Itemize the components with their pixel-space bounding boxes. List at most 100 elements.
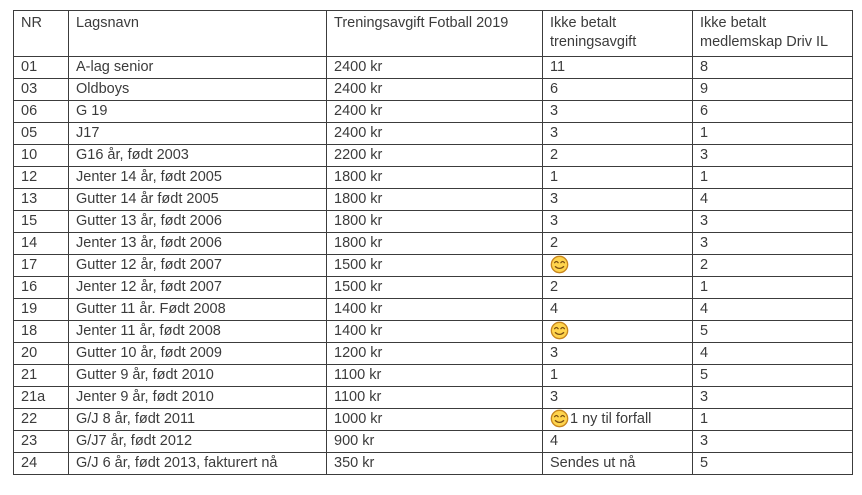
- cell-lagsnavn: Gutter 14 år født 2005: [68, 188, 327, 211]
- cell-ikke-betalt-treningsavgift: [542, 320, 693, 343]
- table-row: 19 Gutter 11 år. Født 2008 1400 kr 4 4: [13, 298, 853, 321]
- cell-nr: 05: [13, 122, 69, 145]
- fees-table: NR Lagsnavn Treningsavgift Fotball 2019 …: [13, 10, 853, 475]
- table-row: 12 Jenter 14 år, født 2005 1800 kr 1 1: [13, 166, 853, 189]
- cell-lagsnavn: Jenter 12 år, født 2007: [68, 276, 327, 299]
- cell-ikke-betalt-treningsavgift: 3: [542, 188, 693, 211]
- table-row: 03 Oldboys 2400 kr 6 9: [13, 78, 853, 101]
- cell-treningsavgift: 1000 kr: [326, 408, 543, 431]
- cell-nr: 20: [13, 342, 69, 365]
- cell-nr: 21: [13, 364, 69, 387]
- cell-lagsnavn: Gutter 9 år, født 2010: [68, 364, 327, 387]
- cell-ikke-betalt-medlemskap: 4: [692, 188, 853, 211]
- cell-ikke-betalt-treningsavgift: 3: [542, 342, 693, 365]
- cell-lagsnavn: G/J 8 år, født 2011: [68, 408, 327, 431]
- cell-nr: 22: [13, 408, 69, 431]
- cell-ikke-betalt-treningsavgift: [542, 254, 693, 277]
- table-row: 13 Gutter 14 år født 2005 1800 kr 3 4: [13, 188, 853, 211]
- cell-ikke-betalt-medlemskap: 3: [692, 210, 853, 233]
- cell-treningsavgift: 2400 kr: [326, 78, 543, 101]
- cell-nr: 15: [13, 210, 69, 233]
- cell-treningsavgift: 900 kr: [326, 430, 543, 453]
- table-row: 16 Jenter 12 år, født 2007 1500 kr 2 1: [13, 276, 853, 299]
- table-row: 01 A-lag senior 2400 kr 11 8: [13, 56, 853, 79]
- cell-nr: 18: [13, 320, 69, 343]
- cell-treningsavgift: 1100 kr: [326, 364, 543, 387]
- cell-treningsavgift: 2400 kr: [326, 56, 543, 79]
- cell-ikke-betalt-treningsavgift: 3: [542, 100, 693, 123]
- cell-ikke-betalt-medlemskap: 4: [692, 342, 853, 365]
- cell-ikke-betalt-medlemskap: 5: [692, 452, 853, 475]
- cell-treningsavgift: 1500 kr: [326, 276, 543, 299]
- cell-lagsnavn: Gutter 12 år, født 2007: [68, 254, 327, 277]
- cell-ikke-betalt-treningsavgift: 1: [542, 364, 693, 387]
- cell-ikke-betalt-medlemskap: 8: [692, 56, 853, 79]
- cell-ikke-betalt-medlemskap: 3: [692, 232, 853, 255]
- cell-nr: 16: [13, 276, 69, 299]
- cell-lagsnavn: Jenter 11 år, født 2008: [68, 320, 327, 343]
- table-row: 23 G/J7 år, født 2012 900 kr 4 3: [13, 430, 853, 453]
- cell-ikke-betalt-treningsavgift: 2: [542, 144, 693, 167]
- cell-ikke-betalt-medlemskap: 1: [692, 276, 853, 299]
- table-row: 24 G/J 6 år, født 2013, fakturert nå 350…: [13, 452, 853, 475]
- cell-treningsavgift: 1400 kr: [326, 298, 543, 321]
- cell-treningsavgift: 1800 kr: [326, 232, 543, 255]
- cell-ikke-betalt-treningsavgift: 3: [542, 210, 693, 233]
- table-row: 17 Gutter 12 år, født 2007 1500 kr 2: [13, 254, 853, 277]
- cell-ikke-betalt-medlemskap: 3: [692, 386, 853, 409]
- table-row: 15 Gutter 13 år, født 2006 1800 kr 3 3: [13, 210, 853, 233]
- table-row: 21 Gutter 9 år, født 2010 1100 kr 1 5: [13, 364, 853, 387]
- cell-nr: 13: [13, 188, 69, 211]
- cell-treningsavgift: 2200 kr: [326, 144, 543, 167]
- column-header-ikke-betalt-treningsavgift: Ikke betalt treningsavgift: [542, 10, 693, 57]
- cell-nr: 10: [13, 144, 69, 167]
- cell-treningsavgift: 1200 kr: [326, 342, 543, 365]
- cell-nr: 01: [13, 56, 69, 79]
- cell-nr: 06: [13, 100, 69, 123]
- cell-ikke-betalt-medlemskap: 5: [692, 364, 853, 387]
- smiling-face-icon: [550, 409, 569, 428]
- cell-ikke-betalt-treningsavgift: 4: [542, 430, 693, 453]
- table-header-row: NR Lagsnavn Treningsavgift Fotball 2019 …: [13, 10, 853, 57]
- cell-ikke-betalt-treningsavgift: 1 ny til forfall: [542, 408, 693, 431]
- cell-lagsnavn: G/J 6 år, født 2013, fakturert nå: [68, 452, 327, 475]
- cell-lagsnavn: Gutter 13 år, født 2006: [68, 210, 327, 233]
- cell-ikke-betalt-medlemskap: 3: [692, 144, 853, 167]
- column-header-treningsavgift: Treningsavgift Fotball 2019: [326, 10, 543, 57]
- column-header-ikke-betalt-medlemskap: Ikke betalt medlemskap Driv IL: [692, 10, 853, 57]
- cell-nr: 23: [13, 430, 69, 453]
- cell-ikke-betalt-medlemskap: 1: [692, 166, 853, 189]
- column-header-lagsnavn: Lagsnavn: [68, 10, 327, 57]
- cell-ikke-betalt-treningsavgift: 6: [542, 78, 693, 101]
- cell-ikke-betalt-medlemskap: 6: [692, 100, 853, 123]
- table-row: 18 Jenter 11 år, født 2008 1400 kr 5: [13, 320, 853, 343]
- table-row: 06 G 19 2400 kr 3 6: [13, 100, 853, 123]
- cell-lagsnavn: G16 år, født 2003: [68, 144, 327, 167]
- cell-ikke-betalt-medlemskap: 3: [692, 430, 853, 453]
- cell-treningsavgift: 1500 kr: [326, 254, 543, 277]
- table-row: 14 Jenter 13 år, født 2006 1800 kr 2 3: [13, 232, 853, 255]
- table-body: 01 A-lag senior 2400 kr 11 8 03 Oldboys …: [13, 56, 853, 475]
- cell-nr: 21a: [13, 386, 69, 409]
- cell-lagsnavn: G 19: [68, 100, 327, 123]
- cell-treningsavgift: 2400 kr: [326, 122, 543, 145]
- table-row: 05 J17 2400 kr 3 1: [13, 122, 853, 145]
- cell-lagsnavn: A-lag senior: [68, 56, 327, 79]
- cell-treningsavgift: 1800 kr: [326, 166, 543, 189]
- cell-nr: 14: [13, 232, 69, 255]
- smiling-face-icon: [550, 321, 569, 340]
- cell-ikke-betalt-treningsavgift: Sendes ut nå: [542, 452, 693, 475]
- cell-lagsnavn: Oldboys: [68, 78, 327, 101]
- cell-nr: 24: [13, 452, 69, 475]
- cell-lagsnavn: Jenter 13 år, født 2006: [68, 232, 327, 255]
- smiling-face-icon: [550, 255, 569, 274]
- cell-treningsavgift: 1800 kr: [326, 210, 543, 233]
- cell-lagsnavn: Gutter 10 år, født 2009: [68, 342, 327, 365]
- cell-ikke-betalt-treningsavgift: 3: [542, 122, 693, 145]
- cell-lagsnavn: G/J7 år, født 2012: [68, 430, 327, 453]
- cell-lagsnavn: J17: [68, 122, 327, 145]
- cell-ikke-betalt-medlemskap: 4: [692, 298, 853, 321]
- cell-treningsavgift: 2400 kr: [326, 100, 543, 123]
- cell-ikke-betalt-medlemskap: 1: [692, 408, 853, 431]
- cell-treningsavgift: 1100 kr: [326, 386, 543, 409]
